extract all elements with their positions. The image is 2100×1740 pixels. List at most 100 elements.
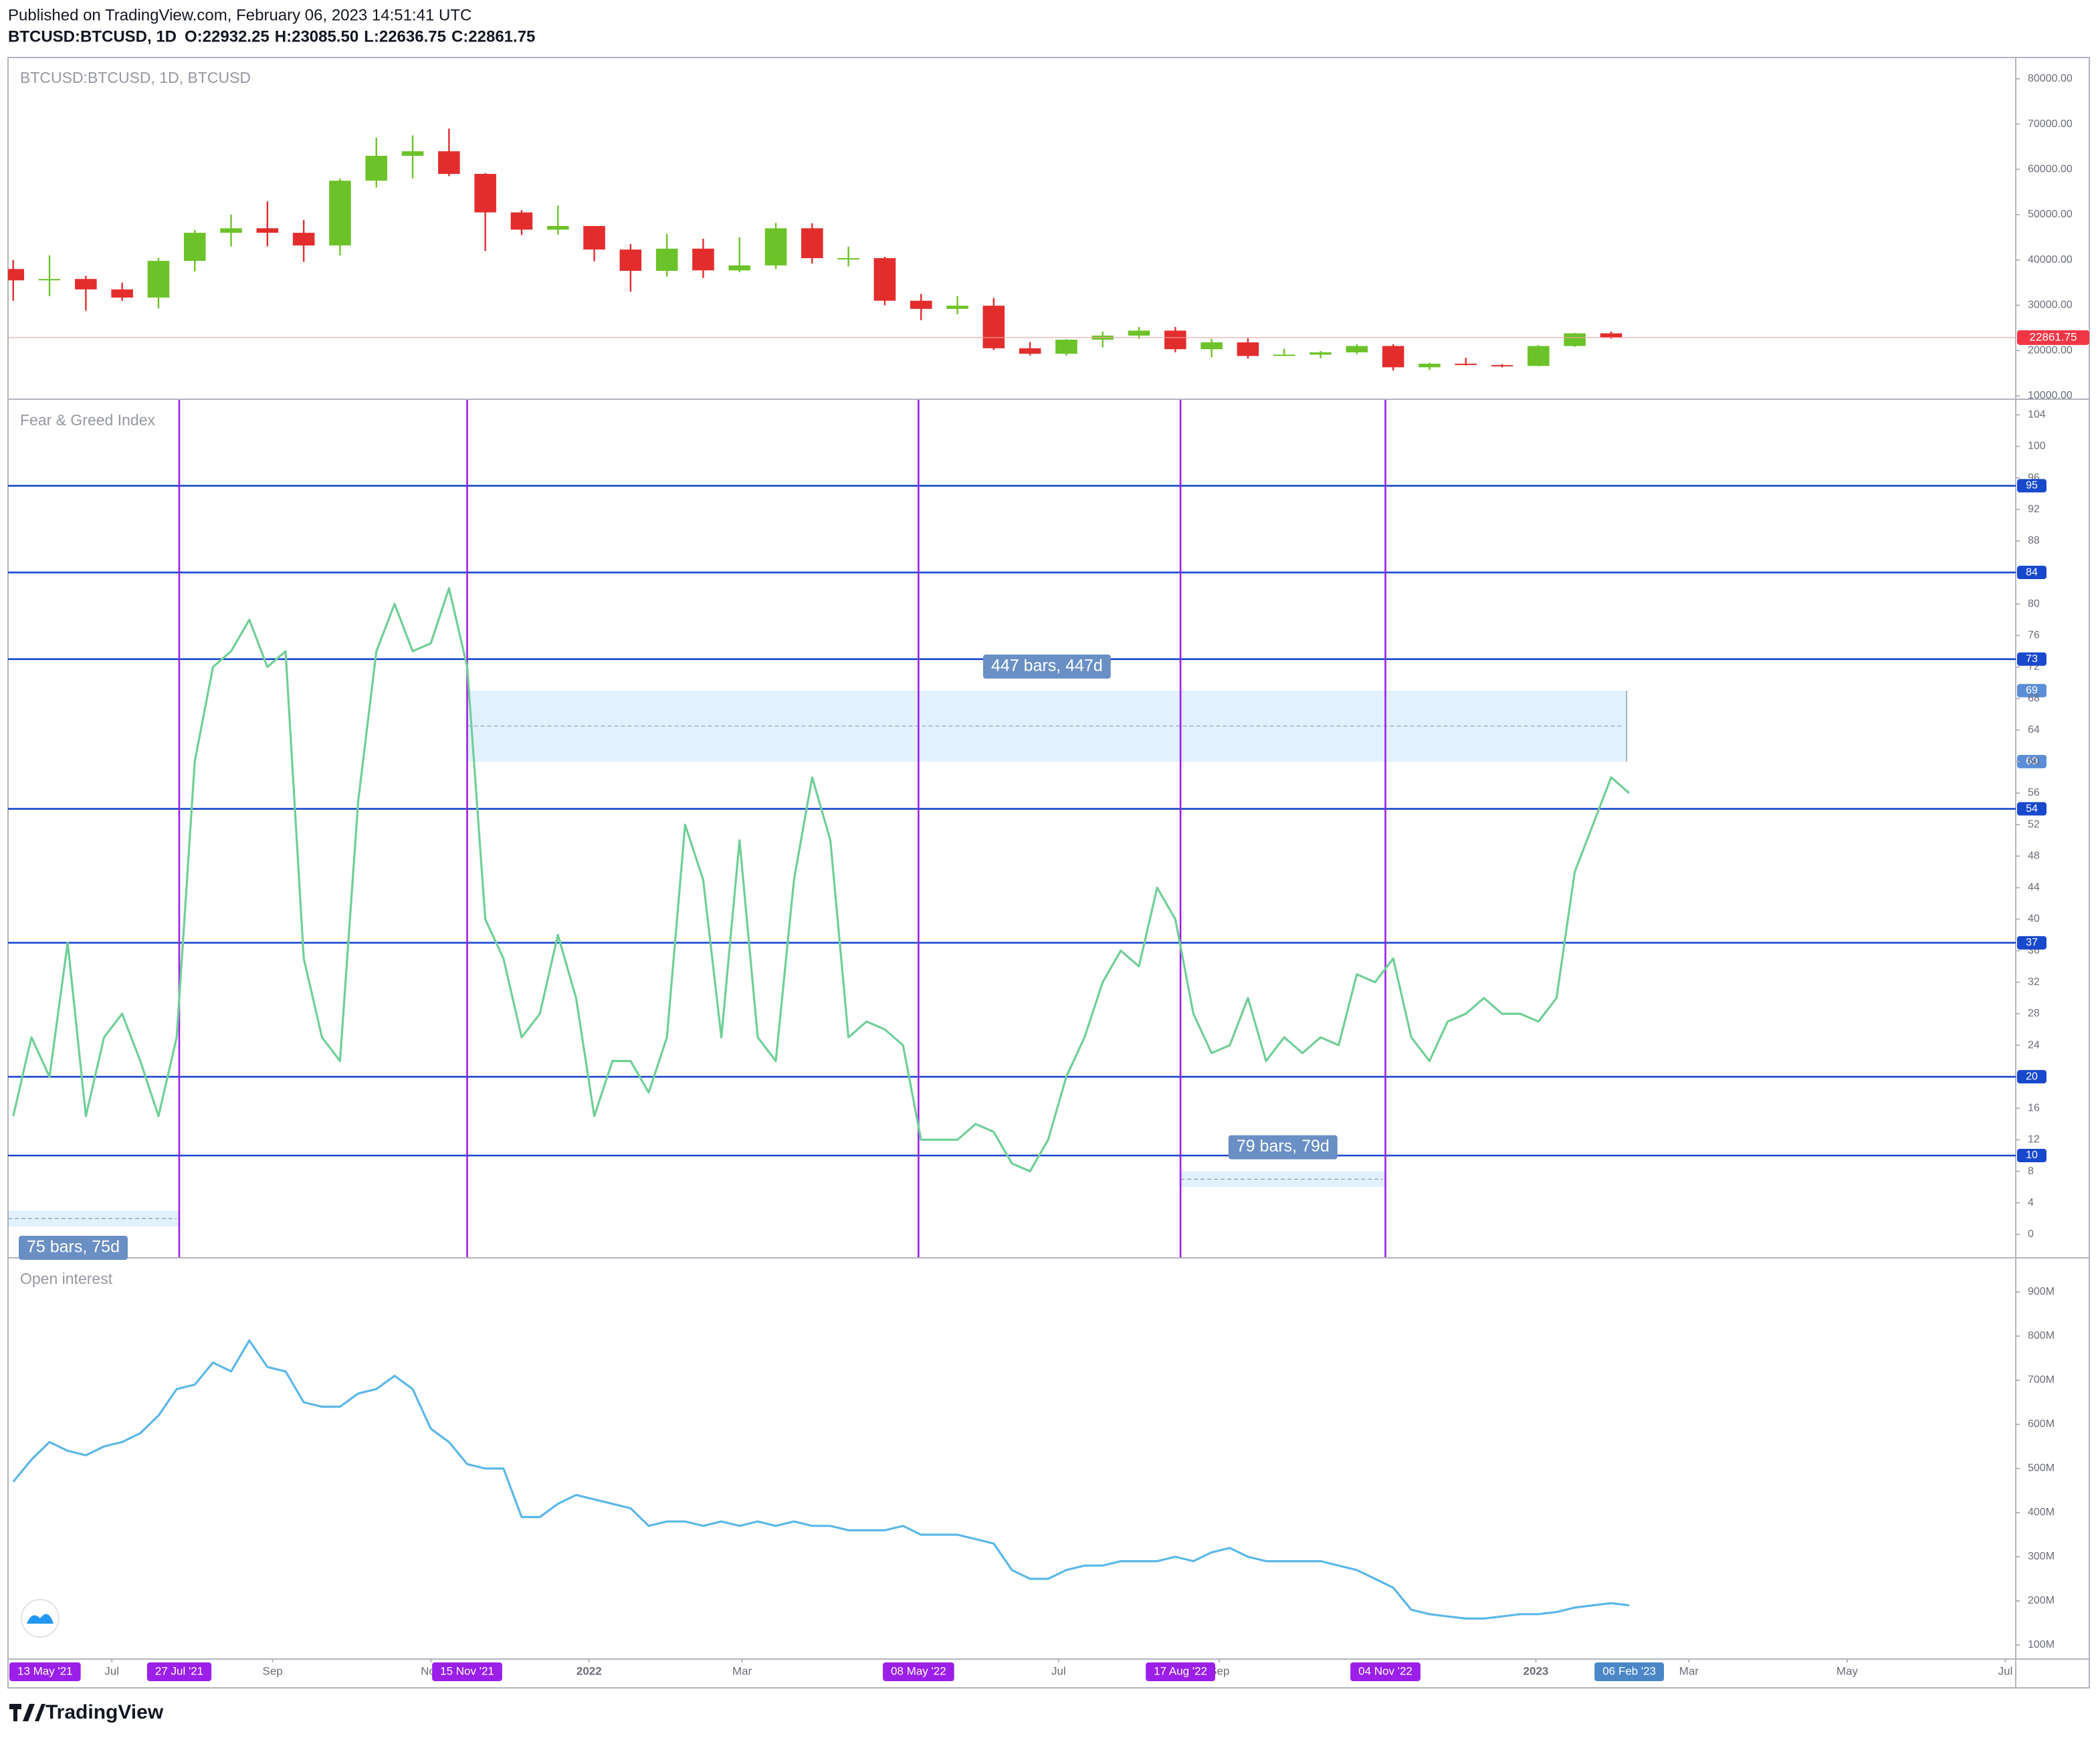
x-tick-label: Sep <box>262 1664 282 1677</box>
measure-axis-label-text: 69 <box>2026 685 2038 696</box>
x-tick-label: Jul <box>1998 1664 2013 1677</box>
series-line <box>12 1339 1630 1620</box>
y-tick-label: 76 <box>2028 630 2040 641</box>
date-marker-text: 04 Nov '22 <box>1358 1664 1412 1677</box>
y-tick-label: 28 <box>2028 1008 2040 1019</box>
ohlc-value: O:22932.25 <box>185 27 270 45</box>
ohlc-value: C:22861.75 <box>451 27 535 45</box>
y-tick-label: 44 <box>2028 882 2040 893</box>
y-tick-label: 700M <box>2028 1374 2055 1386</box>
watermark-cloud <box>27 1614 54 1624</box>
date-marker-text: 13 May '21 <box>17 1664 73 1677</box>
candle-body <box>1600 333 1622 338</box>
ohlc-values: O:22932.25 H:23085.50 L:22636.75 C:22861.75 <box>185 27 535 45</box>
y-tick-label: 56 <box>2028 787 2040 798</box>
candle-body <box>292 233 315 246</box>
candle-body <box>1273 354 1295 356</box>
x-tick-label: 2022 <box>576 1664 602 1677</box>
level-label-text: 37 <box>2026 937 2038 948</box>
candle-body <box>1055 339 1077 354</box>
candle-body <box>474 174 496 213</box>
level-label-text: 20 <box>2026 1071 2038 1082</box>
y-tick-label: 500M <box>2028 1462 2055 1474</box>
pane-title: BTCUSD:BTCUSD, 1D, BTCUSD <box>20 69 251 86</box>
measure-range <box>8 1210 179 1227</box>
level-label <box>2017 652 2046 666</box>
x-tick-label: 2023 <box>1524 1664 1549 1677</box>
candle-body <box>1019 348 1041 354</box>
pane-title: Open interest <box>20 1270 113 1287</box>
y-tick-label: 40 <box>2028 913 2040 925</box>
date-marker <box>432 1662 502 1681</box>
level-label-text: 10 <box>2026 1150 2038 1161</box>
level-label <box>2017 566 2046 580</box>
last-price-label <box>2017 330 2089 345</box>
date-marker-text: 27 Jul '21 <box>155 1664 203 1677</box>
y-tick-label: 400M <box>2028 1507 2055 1518</box>
level-label <box>2017 479 2046 493</box>
measure-label-text: 79 bars, 79d <box>1237 1137 1330 1156</box>
y-tick-label: 12 <box>2028 1134 2040 1146</box>
y-tick-label: 48 <box>2028 850 2040 861</box>
candle-body <box>1200 342 1223 350</box>
candle-body <box>183 233 206 261</box>
y-tick-label: 10000.00 <box>2028 390 2073 401</box>
ohlc-value: H:23085.50 <box>275 27 358 45</box>
x-tick-label: Mar <box>1679 1664 1699 1677</box>
measure-label <box>982 654 1111 679</box>
symbol: BTCUSD:BTCUSD, 1D <box>8 27 177 45</box>
candle-body <box>75 279 97 290</box>
y-tick-label: 100M <box>2028 1639 2055 1650</box>
candle-body <box>1382 346 1404 368</box>
candle-body <box>1237 342 1259 356</box>
level-label <box>2017 802 2046 816</box>
candle-body <box>583 225 605 250</box>
candle-body <box>329 181 351 246</box>
y-tick-label: 70000.00 <box>2028 118 2073 130</box>
footer-logo: TradingView <box>45 1701 164 1723</box>
candle-body <box>946 306 968 309</box>
candle-body <box>510 212 533 230</box>
candle-body <box>365 155 388 181</box>
candle-body <box>655 248 678 271</box>
candle-body <box>837 258 859 260</box>
candle-body <box>728 265 751 271</box>
axes: 22861.75 10000.00 20000.00 30000.00 40000.00… <box>9 73 2089 1681</box>
y-tick-label: 88 <box>2028 535 2040 546</box>
y-tick-label: 4 <box>2028 1197 2034 1208</box>
date-marker <box>883 1662 954 1681</box>
candle-body <box>801 228 823 259</box>
candle-body <box>692 248 714 271</box>
last-price-label-text: 22861.75 <box>2030 330 2077 343</box>
y-tick-label: 32 <box>2028 976 2040 988</box>
y-tick-label: 30000.00 <box>2028 300 2073 311</box>
date-marker <box>1594 1662 1665 1681</box>
candle-body <box>111 289 133 298</box>
candle-body <box>1564 333 1586 346</box>
y-tick-label: 60000.00 <box>2028 164 2073 175</box>
date-marker <box>1146 1662 1216 1681</box>
candle-body <box>147 261 170 298</box>
y-tick-label: 600M <box>2028 1418 2055 1430</box>
y-tick-label: 100 <box>2028 441 2046 452</box>
level-label-text: 95 <box>2026 480 2038 492</box>
level-label-text: 54 <box>2026 803 2038 814</box>
y-tick-label: 92 <box>2028 504 2040 515</box>
x-tick-label: Mar <box>732 1664 752 1677</box>
measure-axis-label <box>2017 683 2046 697</box>
measure-label <box>19 1236 128 1261</box>
date-marker <box>9 1662 81 1681</box>
candle-body <box>1128 330 1150 336</box>
date-marker-text: 15 Nov '21 <box>440 1664 494 1677</box>
candle-body <box>1528 346 1550 366</box>
date-marker-text: 08 May '22 <box>891 1664 946 1677</box>
candle-body <box>619 249 642 271</box>
pane-title: Fear & Greed Index <box>20 411 155 429</box>
candle-body <box>1164 330 1186 350</box>
candle-body <box>982 306 1005 348</box>
measure-label-text: 447 bars, 447d <box>991 656 1103 675</box>
measure-axis-label <box>2017 754 2046 768</box>
level-label <box>2017 1148 2046 1162</box>
fear-greed-pane <box>8 400 2016 1257</box>
candle-body <box>1346 346 1368 352</box>
